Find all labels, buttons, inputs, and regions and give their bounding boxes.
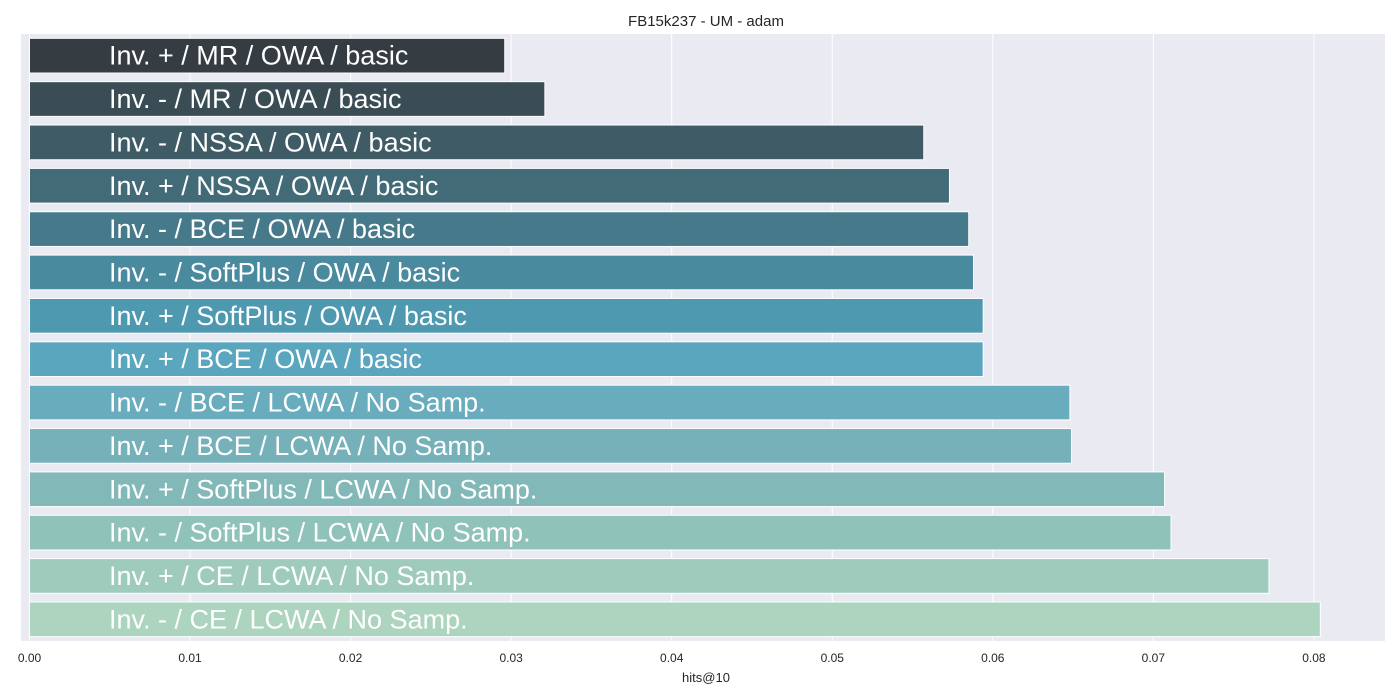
x-tick-label: 0.01 [178, 651, 202, 665]
x-tick-label: 0.04 [660, 651, 684, 665]
chart-title: FB15k237 - UM - adam [628, 13, 784, 30]
bar-label: Inv. + / SoftPlus / LCWA / No Samp. [109, 474, 537, 504]
bar-label: Inv. - / MR / OWA / basic [109, 84, 402, 114]
x-tick-label: 0.03 [499, 651, 523, 665]
bar [29, 167, 950, 204]
bar [29, 211, 970, 247]
bar [29, 124, 925, 161]
bar-label: Inv. - / SoftPlus / OWA / basic [109, 257, 460, 287]
x-tick-label: 0.08 [1302, 651, 1326, 665]
bar-label: Inv. - / CE / LCWA / No Samp. [109, 604, 468, 634]
bar [29, 471, 1166, 508]
x-ticks: 0.00 0.01 0.02 0.03 0.04 0.05 0.06 0.07 0.08 [18, 651, 1326, 665]
bar [29, 384, 1071, 421]
bars [29, 37, 1321, 638]
bar [29, 558, 1270, 594]
x-tick-label: 0.07 [1142, 651, 1166, 665]
x-tick-label: 0.00 [18, 651, 42, 665]
bar [29, 514, 1172, 551]
bar-label: Inv. - / SoftPlus / LCWA / No Samp. [109, 518, 531, 548]
bar-label: Inv. + / MR / OWA / basic [109, 41, 408, 71]
bar-label: Inv. + / CE / LCWA / No Samp. [109, 561, 474, 591]
bar-label: Inv. - / BCE / LCWA / No Samp. [109, 388, 486, 418]
bar [29, 254, 975, 291]
bar-label: Inv. + / BCE / LCWA / No Samp. [109, 431, 492, 461]
bar-label: Inv. + / BCE / OWA / basic [109, 344, 422, 374]
x-axis-label: hits@10 [682, 670, 730, 685]
bar [29, 297, 984, 334]
bar [29, 37, 506, 74]
bar-labels: Inv. + / MR / OWA / basic Inv. - / MR / O… [109, 41, 537, 635]
bar-label: Inv. - / NSSA / OWA / basic [109, 127, 432, 157]
x-tick-label: 0.05 [821, 651, 845, 665]
bar-label: Inv. + / SoftPlus / OWA / basic [109, 301, 467, 331]
bar [29, 601, 1321, 638]
bar-label: Inv. - / BCE / OWA / basic [109, 214, 415, 244]
x-tick-label: 0.06 [981, 651, 1005, 665]
bar [29, 341, 984, 378]
x-tick-label: 0.02 [339, 651, 363, 665]
bar [29, 81, 546, 117]
bar-label: Inv. + / NSSA / OWA / basic [109, 171, 438, 201]
bar [29, 428, 1072, 464]
